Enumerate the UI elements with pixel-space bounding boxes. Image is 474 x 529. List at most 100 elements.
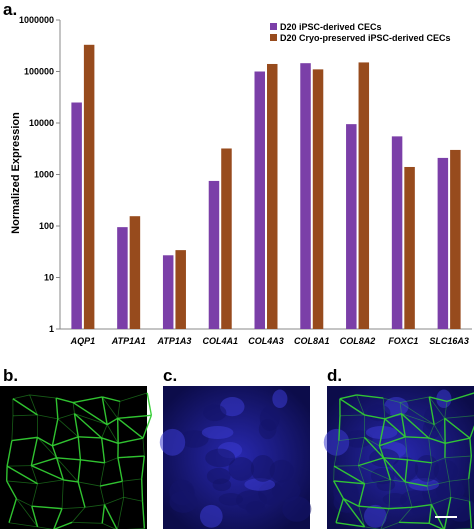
cell-border [363, 436, 385, 459]
cell-border [427, 480, 450, 487]
x-tick-label: COL8A2 [340, 336, 376, 346]
cell-border [357, 465, 365, 484]
cell-border [122, 478, 142, 482]
y-axis-title: Normalized Expression [10, 112, 22, 234]
cell-border [356, 394, 365, 416]
cell-border [388, 506, 413, 510]
cell-border [142, 415, 153, 439]
nucleus [435, 479, 465, 502]
micrograph-nuclear-stain [159, 386, 312, 529]
cell-border [51, 445, 58, 459]
cell-border [140, 478, 144, 502]
nucleus [218, 492, 244, 506]
legend-swatch [270, 34, 277, 41]
cell-border [401, 413, 435, 426]
cell-border [444, 417, 471, 439]
cell-border [37, 436, 53, 447]
cell-border [37, 526, 54, 529]
cell-border [448, 481, 452, 498]
scale-bar [435, 516, 457, 518]
nuclei-pattern-merged [323, 389, 474, 528]
cell-border [52, 436, 79, 447]
nucleus [205, 448, 236, 468]
bar [312, 69, 324, 329]
cell-border [71, 507, 86, 523]
cell-border [117, 401, 121, 419]
cell-border [399, 402, 435, 425]
cell-border [101, 396, 108, 425]
cell-border [339, 398, 365, 416]
cell-border [12, 394, 30, 400]
y-tick-label: 1 [49, 324, 54, 334]
cell-border [468, 456, 473, 479]
cell-border [382, 398, 386, 419]
cell-border [55, 457, 65, 481]
cell-border [8, 522, 38, 528]
cell-border [37, 479, 64, 485]
bar [346, 124, 357, 329]
cell-border [411, 503, 432, 509]
legend-label: D20 iPSC-derived CECs [280, 22, 382, 32]
nucleus [333, 490, 362, 513]
cell-border [146, 392, 153, 416]
cell-border [444, 457, 450, 482]
cell-border [6, 440, 13, 467]
cell-border [118, 437, 144, 444]
cell-border [56, 397, 74, 404]
cell-border [338, 436, 365, 442]
cell-border [121, 481, 125, 498]
cell-border [468, 501, 473, 529]
cell-border [428, 437, 433, 463]
cell-border [469, 438, 473, 457]
cell-border [57, 418, 79, 438]
panel-label-d: d. [327, 366, 342, 385]
cell-border [77, 436, 82, 460]
nucleus [228, 457, 255, 481]
cell-border [103, 504, 118, 529]
cell-border [469, 425, 474, 439]
cell-border [404, 436, 408, 460]
nucleus [271, 479, 301, 502]
cell-border [106, 424, 119, 444]
cell-border [399, 402, 402, 414]
cell-border [63, 479, 79, 483]
cell-border [31, 464, 64, 481]
cell-border [72, 401, 108, 426]
cell-border [77, 481, 86, 508]
bar [358, 62, 370, 329]
cell-border [106, 417, 119, 426]
cell-border [30, 465, 38, 484]
bar [391, 136, 403, 329]
cell-border [6, 480, 18, 499]
cell-border [428, 504, 433, 524]
bar [254, 71, 265, 329]
cell-border [405, 481, 428, 487]
cell-border [73, 413, 79, 437]
legend-label: D20 Cryo-preserved iPSC-derived CECs [280, 33, 451, 43]
cell-border [383, 457, 406, 483]
cell-border [101, 396, 119, 419]
cell-border [61, 479, 64, 509]
cell-border [117, 497, 125, 529]
cell-border [429, 396, 448, 403]
cell-border [444, 415, 474, 419]
cell-border [443, 497, 452, 529]
cell-border [16, 498, 38, 528]
nucleus [433, 459, 458, 483]
cell-border [29, 394, 57, 399]
cell-border [57, 413, 75, 420]
nucleus [169, 490, 198, 513]
cell-border [11, 436, 38, 442]
cell-border [379, 436, 406, 447]
cell-border [53, 521, 73, 529]
cell-border [426, 485, 432, 505]
cell-border [29, 394, 38, 416]
bar [267, 63, 278, 330]
panel-label-a: a. [3, 0, 17, 19]
cell-border [78, 481, 101, 487]
cell-border [468, 478, 470, 502]
cell-border [11, 415, 14, 441]
cell-border [333, 480, 365, 485]
cell-border [364, 526, 381, 529]
